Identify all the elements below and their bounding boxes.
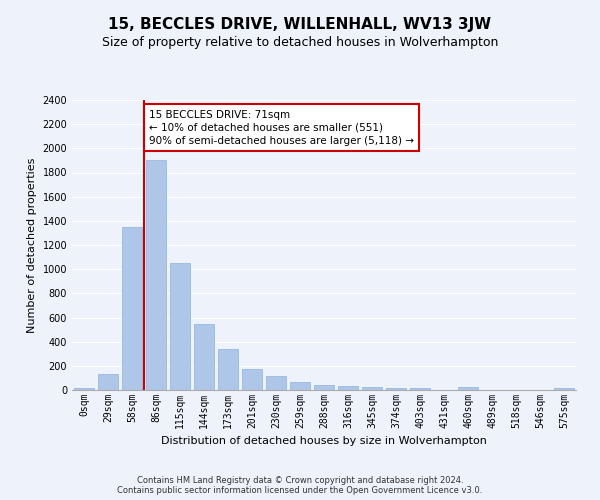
Bar [218, 349, 238, 390]
Bar [554, 388, 574, 390]
X-axis label: Distribution of detached houses by size in Wolverhampton: Distribution of detached houses by size … [161, 436, 487, 446]
Text: Size of property relative to detached houses in Wolverhampton: Size of property relative to detached ho… [102, 36, 498, 49]
Bar [146, 160, 166, 390]
Bar [170, 263, 190, 390]
Y-axis label: Number of detached properties: Number of detached properties [27, 158, 37, 332]
Text: Contains HM Land Registry data © Crown copyright and database right 2024.: Contains HM Land Registry data © Crown c… [137, 476, 463, 485]
Bar [194, 324, 214, 390]
Bar [338, 386, 358, 390]
Bar [362, 387, 382, 390]
Bar [98, 374, 118, 390]
Bar [314, 385, 334, 390]
Bar [122, 227, 142, 390]
Bar [458, 387, 478, 390]
Bar [74, 388, 94, 390]
Bar [410, 388, 430, 390]
Text: Contains public sector information licensed under the Open Government Licence v3: Contains public sector information licen… [118, 486, 482, 495]
Bar [266, 376, 286, 390]
Text: 15 BECCLES DRIVE: 71sqm
← 10% of detached houses are smaller (551)
90% of semi-d: 15 BECCLES DRIVE: 71sqm ← 10% of detache… [149, 110, 414, 146]
Text: 15, BECCLES DRIVE, WILLENHALL, WV13 3JW: 15, BECCLES DRIVE, WILLENHALL, WV13 3JW [109, 18, 491, 32]
Bar [242, 369, 262, 390]
Bar [290, 382, 310, 390]
Bar [386, 388, 406, 390]
